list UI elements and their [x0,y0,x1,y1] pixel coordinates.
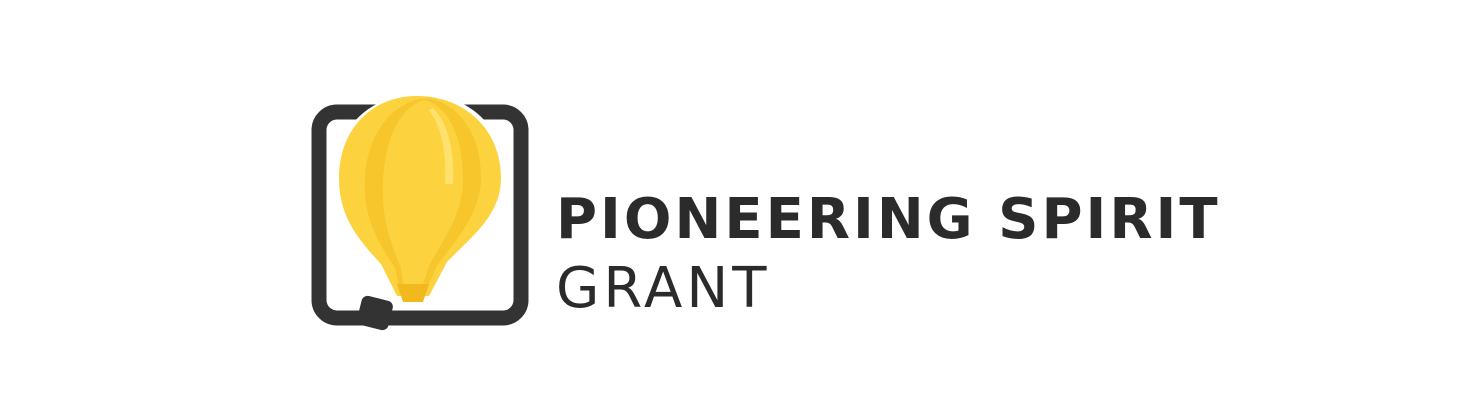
hot-air-balloon-lightbulb-icon [311,94,529,331]
brand-subtitle: GRANT [556,256,771,321]
balloon-neck [397,284,429,302]
basket-shape [357,295,393,331]
balloon-highlight [429,108,454,184]
wordmark: PIONEERING SPIRIT GRANT [556,186,1221,324]
balloon-front-panel [382,100,463,296]
brand-title: PIONEERING SPIRIT [556,187,1221,252]
